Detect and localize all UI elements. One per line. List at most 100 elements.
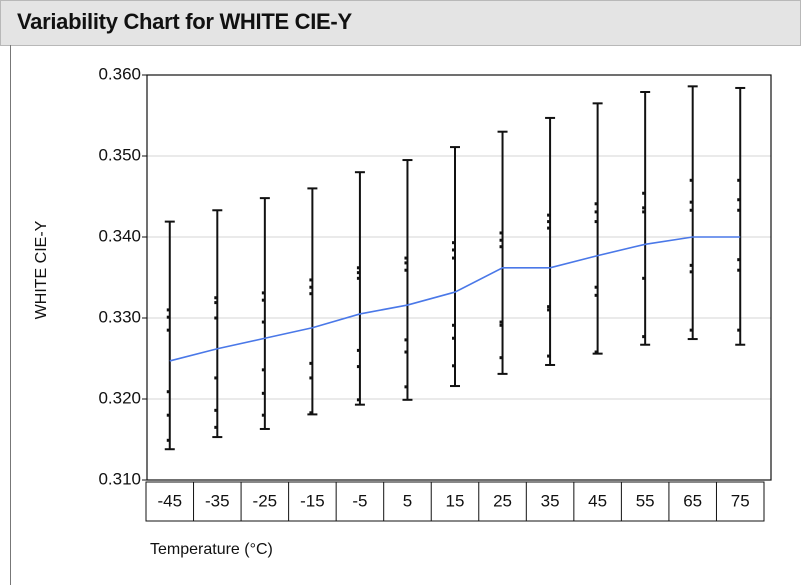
point <box>594 210 598 214</box>
point <box>452 256 455 260</box>
point <box>404 268 408 272</box>
point <box>737 208 741 212</box>
point <box>309 285 313 289</box>
point <box>689 208 693 212</box>
x-tick-label: 5 <box>403 491 412 510</box>
point <box>594 220 598 224</box>
point <box>261 391 265 395</box>
x-tick-label: -15 <box>300 491 325 510</box>
point <box>309 411 313 415</box>
point <box>356 276 360 280</box>
point <box>214 301 218 305</box>
point <box>261 291 265 295</box>
point <box>261 413 265 417</box>
point <box>404 256 408 260</box>
point <box>452 364 455 368</box>
x-tick-label: -5 <box>352 491 367 510</box>
x-tick-label: 45 <box>588 491 607 510</box>
point <box>214 408 218 412</box>
category-frame <box>145 481 765 522</box>
y-axis-label: WHITE CIE-Y <box>33 220 50 319</box>
point <box>309 292 313 296</box>
point <box>309 376 313 380</box>
point <box>594 293 598 297</box>
point <box>689 263 693 267</box>
point <box>499 231 503 235</box>
point <box>547 354 551 358</box>
point <box>547 213 551 217</box>
point <box>166 315 170 319</box>
point <box>737 258 741 262</box>
point <box>452 248 455 252</box>
point <box>689 270 693 274</box>
point <box>594 350 598 354</box>
point <box>166 413 170 417</box>
point <box>452 323 455 327</box>
point <box>166 438 170 442</box>
point <box>594 202 598 206</box>
point <box>356 266 360 270</box>
x-tick-label: 25 <box>493 491 512 510</box>
point <box>737 268 741 272</box>
point <box>404 385 408 389</box>
point <box>261 368 265 372</box>
point <box>166 328 170 332</box>
point <box>499 245 503 249</box>
point <box>689 200 693 204</box>
point <box>214 376 218 380</box>
plot-frame <box>146 74 772 481</box>
y-tick-label: 0.360 <box>98 64 141 83</box>
point <box>547 305 551 309</box>
point <box>642 210 646 214</box>
x-tick-label: 35 <box>541 491 560 510</box>
point <box>214 425 218 429</box>
point <box>499 356 503 360</box>
point <box>356 365 360 369</box>
x-axis-label: Temperature (°C) <box>150 541 273 558</box>
x-tick-label: 55 <box>636 491 655 510</box>
x-tick-label: 75 <box>731 491 750 510</box>
point <box>404 350 408 354</box>
point <box>214 296 218 300</box>
point <box>261 320 265 324</box>
point <box>166 308 170 312</box>
point <box>309 361 313 365</box>
point <box>499 238 503 242</box>
point <box>689 328 693 332</box>
point <box>642 276 646 280</box>
x-tick-label: -25 <box>253 491 278 510</box>
point <box>356 348 360 352</box>
chart-title: Variability Chart for WHITE CIE-Y <box>17 9 352 34</box>
point <box>547 226 551 230</box>
y-tick-label: 0.350 <box>98 145 141 164</box>
point <box>547 220 551 224</box>
y-tick-label: 0.310 <box>98 469 141 488</box>
point <box>214 316 218 320</box>
mean-line <box>169 236 741 362</box>
point <box>452 241 455 245</box>
point <box>642 206 646 210</box>
point <box>404 338 408 342</box>
y-tick-label: 0.330 <box>98 307 141 326</box>
title-bar: Variability Chart for WHITE CIE-Y <box>0 0 801 46</box>
point <box>356 398 360 402</box>
point <box>642 335 646 339</box>
point <box>547 308 551 312</box>
x-tick-label: -45 <box>157 491 182 510</box>
x-tick-label: 65 <box>683 491 702 510</box>
point <box>737 178 741 182</box>
point <box>737 328 741 332</box>
point <box>499 320 503 324</box>
point <box>404 261 408 265</box>
point <box>642 191 646 195</box>
point <box>356 271 360 275</box>
x-tick-label: 15 <box>446 491 465 510</box>
point <box>452 336 455 340</box>
point <box>689 178 693 182</box>
y-tick-label: 0.340 <box>98 226 141 245</box>
point <box>499 323 503 327</box>
point <box>261 298 265 302</box>
x-tick-label: -35 <box>205 491 230 510</box>
